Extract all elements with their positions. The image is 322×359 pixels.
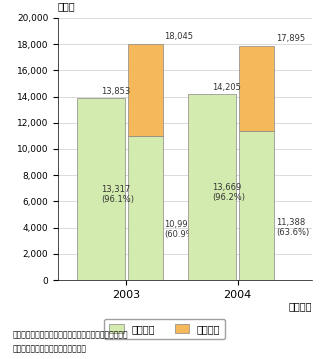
Text: 13,669
(96.2%): 13,669 (96.2%) <box>212 183 245 202</box>
Bar <box>188 94 236 280</box>
Text: （件）: （件） <box>58 1 76 11</box>
Text: 11,388
(63.6%): 11,388 (63.6%) <box>276 218 309 238</box>
Bar <box>128 136 163 280</box>
Text: （年度）: （年度） <box>289 301 312 311</box>
Text: 总務省「行政手続オンライン化法に基づき行政機関等が: 总務省「行政手続オンライン化法に基づき行政機関等が <box>13 330 128 339</box>
Bar <box>128 43 163 136</box>
Text: 17,895: 17,895 <box>276 34 305 43</box>
Bar <box>239 46 274 131</box>
Bar <box>239 131 274 280</box>
Text: 10,993
(60.9%): 10,993 (60.9%) <box>165 220 197 239</box>
Legend: 実施手続, 対象手続: 実施手続, 対象手続 <box>104 319 225 339</box>
Bar <box>77 98 125 280</box>
Text: 13,317
(96.1%): 13,317 (96.1%) <box>101 185 134 204</box>
Text: 18,045: 18,045 <box>165 32 194 41</box>
Text: 公表した事項等の概要」により作成: 公表した事項等の概要」により作成 <box>13 345 87 354</box>
Text: 14,205: 14,205 <box>212 83 241 92</box>
Text: 13,853: 13,853 <box>101 87 130 96</box>
